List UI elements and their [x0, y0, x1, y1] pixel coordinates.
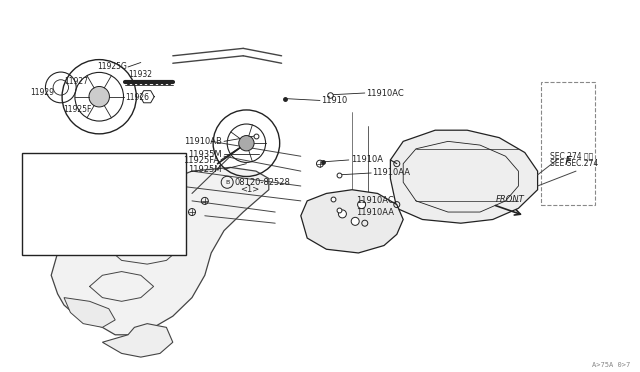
- Text: 11910A: 11910A: [351, 155, 383, 164]
- Circle shape: [89, 86, 109, 107]
- FancyBboxPatch shape: [541, 82, 595, 205]
- Text: 11925FA: 11925FA: [183, 156, 219, 165]
- Circle shape: [358, 201, 365, 209]
- Text: 11910AC: 11910AC: [356, 196, 394, 205]
- Text: 11910AA: 11910AA: [372, 169, 410, 177]
- Text: 11910AA: 11910AA: [356, 208, 394, 217]
- Polygon shape: [301, 190, 403, 253]
- Text: F: F: [564, 155, 572, 168]
- Text: FRONT: FRONT: [496, 195, 525, 204]
- Text: 11910AC: 11910AC: [366, 89, 404, 97]
- Polygon shape: [390, 130, 538, 223]
- Text: B: B: [225, 180, 229, 185]
- Text: 11927: 11927: [64, 77, 88, 86]
- Text: 11926: 11926: [125, 93, 149, 102]
- Polygon shape: [102, 324, 173, 357]
- Text: 11910: 11910: [321, 96, 348, 105]
- Polygon shape: [51, 167, 269, 335]
- Text: 11925F: 11925F: [63, 105, 91, 114]
- Text: SEE SEC.274: SEE SEC.274: [550, 159, 598, 168]
- Text: SEC.274 参照: SEC.274 参照: [550, 152, 594, 161]
- Text: 08120-82528: 08120-82528: [234, 178, 290, 187]
- Circle shape: [239, 135, 254, 151]
- Text: 11925M: 11925M: [189, 165, 222, 174]
- Text: 11929: 11929: [30, 88, 54, 97]
- Polygon shape: [64, 298, 115, 327]
- Circle shape: [351, 217, 359, 225]
- Text: 11935M: 11935M: [188, 150, 222, 159]
- Text: <1>: <1>: [240, 185, 259, 194]
- Text: 11910AB: 11910AB: [184, 137, 222, 146]
- FancyBboxPatch shape: [22, 153, 186, 255]
- Text: 11925G: 11925G: [97, 62, 127, 71]
- Circle shape: [339, 210, 346, 218]
- Text: 11932: 11932: [128, 70, 152, 79]
- Text: A>75A 0>7: A>75A 0>7: [592, 362, 630, 368]
